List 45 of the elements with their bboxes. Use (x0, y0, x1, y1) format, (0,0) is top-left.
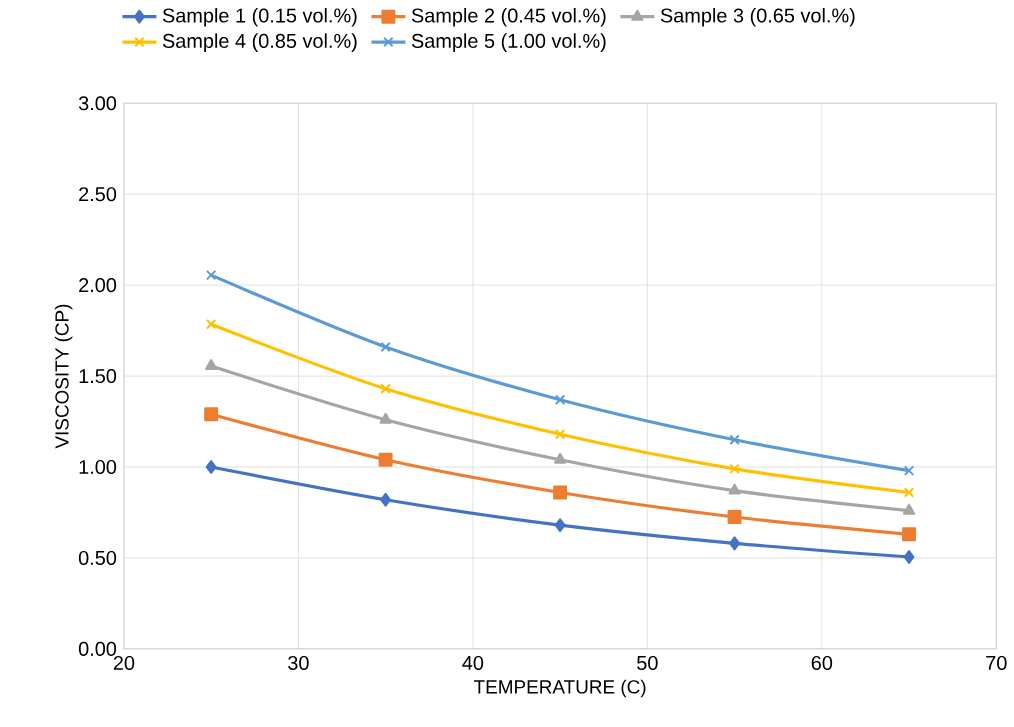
y-tick-label: 2.50 (79, 187, 117, 202)
point (205, 270, 217, 281)
x-axis-title: TEMPERATURE (C) (474, 679, 646, 698)
y-axis-title: VISCOSITY (CP) (54, 304, 73, 449)
y-tick-label: 0.00 (78, 641, 117, 657)
point (729, 434, 740, 446)
point (729, 463, 740, 475)
legend-label: Sample 4 (0.85 vol.%) (162, 33, 357, 52)
x-tick-label: 60 (811, 656, 833, 671)
point (553, 485, 568, 500)
point (553, 452, 567, 464)
legend-label: Sample 2 (0.45 vol.%) (411, 8, 606, 27)
point (205, 319, 217, 330)
y-tick-label: 1.00 (79, 460, 117, 475)
point (903, 487, 915, 498)
legend-label: Sample 3 (0.65 vol.%) (660, 8, 855, 27)
point (378, 452, 393, 467)
y-tick-label: 0.50 (78, 550, 117, 566)
point (205, 460, 217, 475)
point (554, 394, 566, 406)
point (554, 518, 566, 533)
point (380, 341, 391, 353)
point (554, 429, 566, 440)
point (380, 383, 391, 395)
y-tick-label: 1.50 (79, 369, 117, 384)
point (728, 483, 741, 495)
point (902, 503, 916, 515)
point (204, 359, 218, 371)
point (727, 510, 742, 525)
x-tick-label: 40 (462, 656, 484, 671)
legend-label: Sample 1 (0.15 vol.%) (162, 8, 357, 27)
legend-label: Sample 5 (1.00 vol.%) (411, 33, 606, 52)
x-tick-label: 30 (288, 656, 309, 671)
x-tick-label: 20 (113, 656, 135, 671)
x-tick-label: 50 (637, 656, 658, 671)
point (204, 407, 219, 422)
point (903, 550, 915, 565)
point (902, 527, 917, 542)
point (729, 536, 741, 551)
y-tick-label: 3.00 (78, 96, 117, 111)
y-tick-label: 2.00 (79, 278, 117, 293)
point (380, 492, 392, 507)
point (379, 412, 392, 424)
x-tick-label: 70 (986, 656, 1007, 671)
point (903, 465, 915, 476)
